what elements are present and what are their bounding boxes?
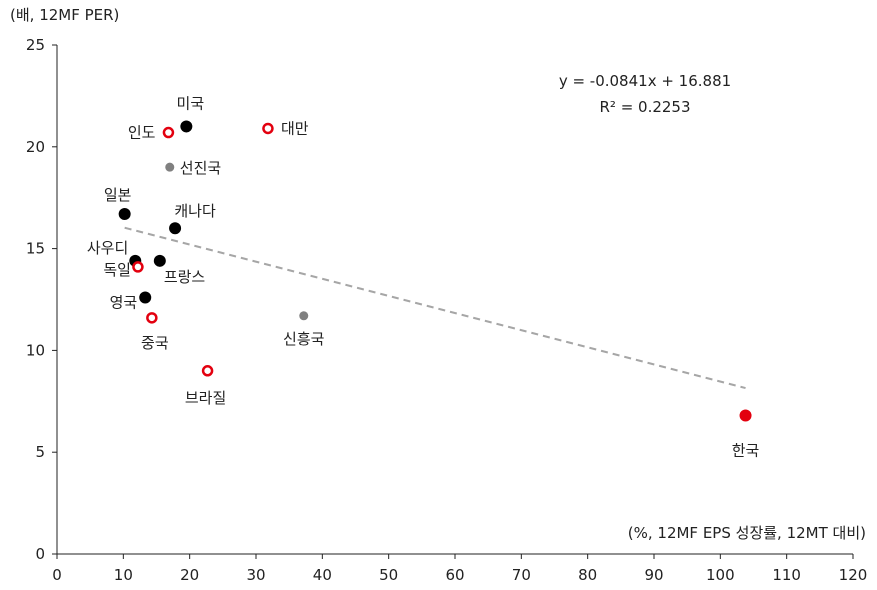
y-tick-label: 0 (35, 545, 45, 563)
data-point (139, 291, 152, 304)
point-label: 독일 (103, 261, 131, 279)
x-axis-title: (%, 12MF EPS 성장률, 12MT 대비) (628, 524, 866, 542)
x-tick-label: 20 (180, 566, 199, 584)
trendline-r-squared: R² = 0.2253 (599, 98, 690, 116)
axes (56, 45, 853, 555)
point-label: 중국 (141, 334, 169, 352)
point-label: 사우디 (87, 239, 128, 257)
x-tick-label: 120 (839, 566, 868, 584)
x-tick-label: 60 (445, 566, 464, 584)
data-point (153, 254, 166, 267)
data-point (162, 126, 175, 139)
y-tick-label: 25 (26, 36, 45, 54)
point-label: 미국 (177, 94, 205, 112)
trendline (124, 226, 746, 390)
y-tick-label: 10 (26, 341, 45, 359)
data-point (165, 162, 175, 172)
data-point (146, 312, 158, 324)
point-label: 프랑스 (164, 268, 206, 286)
data-points (118, 120, 752, 422)
x-tick-label: 40 (313, 566, 332, 584)
x-tick-label: 90 (644, 566, 663, 584)
trendline-equation: y = -0.0841x + 16.881 (559, 72, 731, 90)
point-label: 선진국 (180, 159, 222, 177)
y-tick-label: 15 (26, 240, 45, 258)
data-point (262, 122, 274, 135)
data-point (169, 222, 182, 235)
x-tick-label: 110 (772, 566, 801, 584)
data-point (180, 120, 193, 133)
point-label: 한국 (732, 442, 760, 460)
y-tick-label: 20 (26, 138, 45, 156)
x-tick-label: 0 (52, 566, 62, 584)
data-point (201, 365, 214, 377)
x-tick-label: 70 (512, 566, 531, 584)
x-tick-label: 50 (379, 566, 398, 584)
x-tick-label: 80 (578, 566, 597, 584)
point-label: 브라질 (185, 389, 226, 407)
data-point (118, 207, 131, 220)
point-label: 신흥국 (283, 330, 325, 348)
data-point (132, 261, 144, 273)
point-label: 인도 (128, 124, 156, 142)
point-label: 대만 (281, 119, 309, 137)
y-axis-title: (배, 12MF PER) (10, 6, 119, 24)
data-point (299, 311, 309, 321)
point-label: 영국 (110, 293, 138, 311)
x-tick-label: 100 (706, 566, 735, 584)
point-label: 일본 (104, 186, 132, 204)
point-label: 캐나다 (174, 202, 216, 220)
x-tick-label: 30 (246, 566, 265, 584)
data-point (739, 409, 752, 422)
x-tick-label: 10 (114, 566, 133, 584)
axis-ticks: 0 10 20 30 40 50 60 70 80 90 100 110 120 0 5 10 15 20 25 (26, 36, 867, 584)
y-tick-label: 5 (35, 443, 45, 461)
